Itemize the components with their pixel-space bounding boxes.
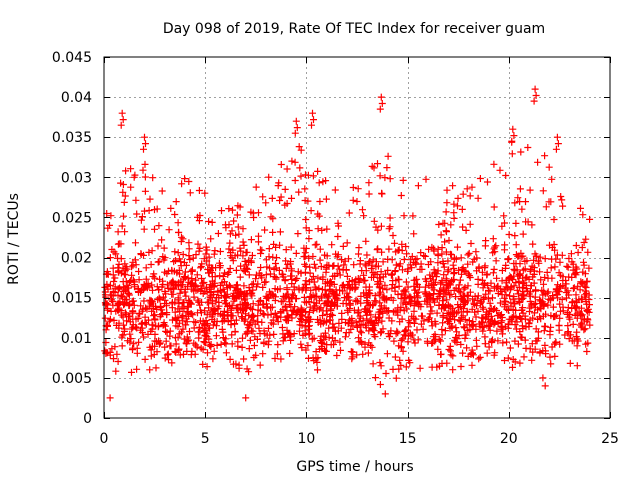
x-tick-label: 10 bbox=[297, 431, 315, 447]
y-tick-label: 0.03 bbox=[61, 170, 92, 186]
x-tick-label: 15 bbox=[399, 431, 417, 447]
y-tick-label: 0 bbox=[83, 411, 92, 427]
y-tick-label: 0.01 bbox=[61, 331, 92, 347]
tick-labels: 0 5 10 15 20 25 0 0.005 0.01 0.015 0.02 0.025 0.03 0.… bbox=[52, 50, 619, 447]
y-tick-label: 0.015 bbox=[52, 291, 92, 307]
x-tick-label: 20 bbox=[500, 431, 518, 447]
x-tick-label: 5 bbox=[201, 431, 210, 447]
x-axis-label: GPS time / hours bbox=[296, 459, 413, 475]
chart-title: Day 098 of 2019, Rate Of TEC Index for r… bbox=[163, 21, 545, 37]
y-tick-label: 0.035 bbox=[52, 130, 92, 146]
plot-border bbox=[103, 56, 611, 419]
y-tick-label: 0.04 bbox=[61, 90, 92, 106]
y-axis-label: ROTI / TECUs bbox=[6, 193, 22, 285]
y-tick-label: 0.005 bbox=[52, 371, 92, 387]
scatter-series bbox=[101, 85, 594, 402]
data-points bbox=[101, 85, 594, 402]
x-tick-label: 0 bbox=[100, 431, 109, 447]
y-tick-label: 0.025 bbox=[52, 210, 92, 226]
y-tick-label: 0.045 bbox=[52, 50, 92, 66]
y-tick-label: 0.02 bbox=[61, 251, 92, 267]
x-tick-label: 25 bbox=[601, 431, 619, 447]
